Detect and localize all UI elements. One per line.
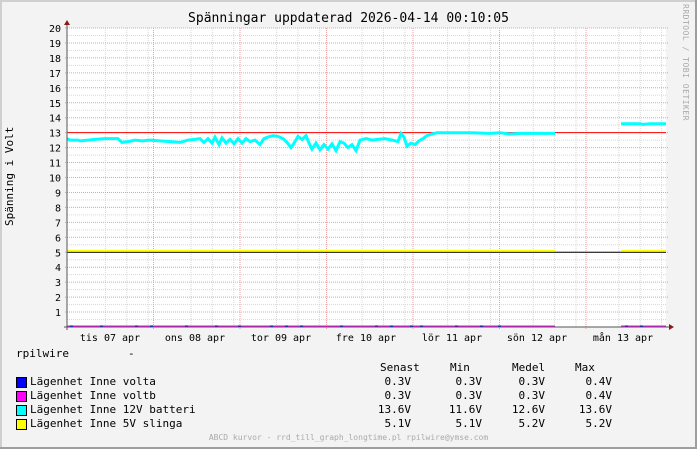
host-name: rpilwire (16, 347, 69, 360)
stat-avg: 0.3V (518, 375, 546, 388)
y-tick-label: 17 (49, 69, 61, 80)
footer-credit: ABCD kurvor - rrd_till_graph_longtime.pl… (208, 433, 489, 442)
y-tick-label: 2 (55, 293, 61, 304)
x-tick-label: ons 08 apr (165, 333, 225, 344)
y-tick-label: 14 (49, 114, 61, 125)
legend-header-row: Senast Min Medel Max (16, 361, 616, 375)
y-tick-label: 19 (49, 39, 61, 50)
x-tick-label: tis 07 apr (80, 333, 140, 344)
stat-last: 13.6V (377, 403, 411, 416)
y-tick-label: 20 (49, 24, 61, 35)
stat-avg: 5.2V (518, 417, 546, 430)
y-tick-label: 6 (55, 233, 61, 244)
legend-label: Lägenhet Inne 5V slinga (30, 417, 183, 430)
y-tick-label: 5 (55, 248, 61, 259)
y-tick-label: 16 (49, 84, 61, 95)
legend-swatch-icon (16, 405, 27, 416)
header-avg: Medel (512, 361, 546, 374)
y-tick-label: 1 (55, 308, 61, 319)
series-12v-batteri (621, 122, 666, 126)
stat-max: 0.4V (585, 389, 613, 402)
stat-last: 5.1V (384, 417, 412, 430)
stat-last: 0.3V (384, 375, 412, 388)
y-tick-label: 7 (55, 218, 61, 229)
stat-avg: 12.6V (511, 403, 545, 416)
y-tick-label: 3 (55, 278, 61, 289)
y-tick-label: 13 (49, 129, 61, 140)
y-tick-label: 11 (49, 159, 61, 170)
header-min: Min (450, 361, 470, 374)
chart-title: Spänningar uppdaterad 2026-04-14 00:10:0… (188, 11, 509, 26)
legend-label: Lägenhet Inne volta (30, 375, 156, 388)
legend-swatch-icon (16, 391, 27, 402)
series-12v-batteri (66, 130, 555, 154)
stat-min: 0.3V (455, 375, 483, 388)
legend-host-row: rpilwire - (16, 347, 135, 361)
legend-swatch-icon (16, 419, 27, 430)
legend-item: Lägenhet Inne 5V slinga 5.1V 5.1V 5.2V 5.2V (16, 417, 616, 431)
header-max: Max (575, 361, 595, 374)
y-tick-label: 18 (49, 54, 61, 65)
stat-last: 0.3V (384, 389, 412, 402)
y-tick-label: 9 (55, 188, 61, 199)
host-value: - (128, 347, 135, 360)
legend-item: Lägenhet Inne volta 0.3V 0.3V 0.3V 0.4V (16, 375, 616, 389)
x-tick-label: lör 11 apr (422, 333, 482, 344)
y-tick-label: 4 (55, 263, 61, 274)
y-tick-label: 10 (49, 174, 61, 185)
y-tick-label: 12 (49, 144, 61, 155)
x-tick-label: mån 13 apr (593, 331, 653, 344)
x-tick-label: sön 12 apr (507, 333, 567, 344)
stat-min: 0.3V (455, 389, 483, 402)
stat-min: 11.6V (448, 403, 482, 416)
stat-avg: 0.3V (518, 389, 546, 402)
header-last: Senast (380, 361, 420, 374)
y-axis-arrow-icon (64, 20, 70, 25)
legend-swatch-icon (16, 377, 27, 388)
x-tick-label: tor 09 apr (251, 333, 311, 344)
stat-max: 13.6V (578, 403, 612, 416)
legend-item: Lägenhet Inne voltb 0.3V 0.3V 0.3V 0.4V (16, 389, 616, 403)
stat-max: 0.4V (585, 375, 613, 388)
legend-label: Lägenhet Inne voltb (30, 389, 156, 402)
x-axis-arrow-icon (669, 324, 674, 330)
plot-background (67, 28, 666, 327)
legend-label: Lägenhet Inne 12V batteri (30, 403, 196, 416)
y-tick-label: 8 (55, 203, 61, 214)
stat-max: 5.2V (585, 417, 613, 430)
x-tick-label: fre 10 apr (336, 333, 396, 344)
y-tick-label: 15 (49, 99, 61, 110)
stat-min: 5.1V (455, 417, 483, 430)
legend-item: Lägenhet Inne 12V batteri 13.6V 11.6V 12.6V… (16, 403, 616, 417)
